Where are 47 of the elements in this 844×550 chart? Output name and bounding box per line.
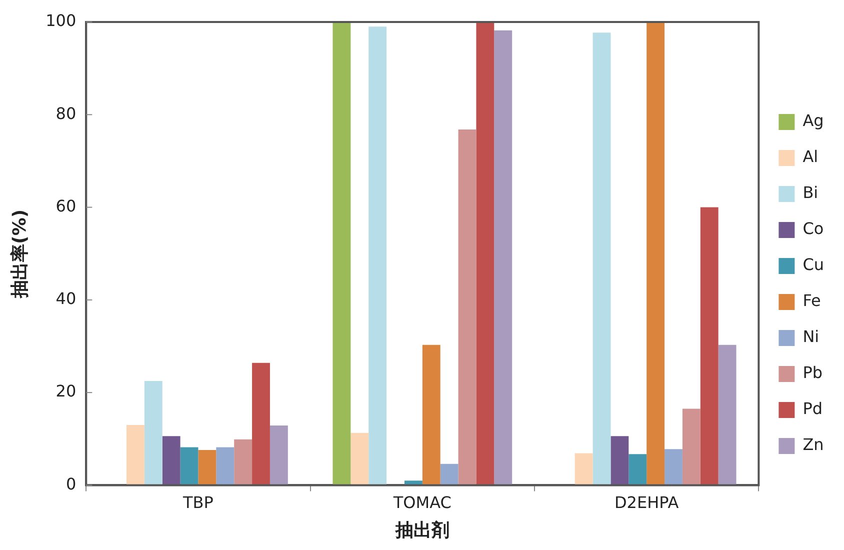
bar: [126, 424, 144, 485]
x-axis-title: 抽出剤: [394, 520, 450, 541]
y-tick-label: 0: [66, 474, 76, 494]
bar: [368, 26, 387, 485]
legend-label: Cu: [802, 255, 824, 274]
x-tick-label: TOMAC: [392, 492, 452, 512]
bar: [198, 450, 216, 485]
legend-label: Ag: [802, 111, 824, 130]
bar: [422, 344, 440, 485]
bar: [718, 344, 736, 485]
bar: [664, 449, 682, 485]
y-tick-label: 20: [56, 382, 76, 401]
bar: [646, 22, 665, 485]
legend-label: Al: [802, 147, 818, 166]
legend-label: Pd: [802, 399, 822, 418]
y-tick-label: 80: [56, 104, 76, 123]
bar: [270, 425, 288, 485]
bar: [494, 30, 512, 485]
bar: [162, 436, 180, 485]
bar: [610, 436, 629, 485]
legend-label: Bi: [802, 183, 818, 202]
y-tick-label: 100: [46, 11, 76, 30]
bar: [592, 32, 611, 485]
bar: [628, 454, 647, 485]
legend-label: Zn: [802, 435, 824, 454]
bar: [682, 408, 700, 485]
legend-label: Ni: [802, 327, 820, 346]
bar: [458, 129, 476, 485]
bar: [252, 362, 270, 485]
y-axis-title: 抽出率(%): [9, 209, 30, 299]
legend-label: Fe: [802, 291, 821, 310]
y-tick-label: 60: [56, 196, 76, 216]
legend-label: Pb: [802, 363, 822, 382]
bar: [234, 439, 252, 485]
bar: [574, 453, 593, 485]
bar: [216, 447, 234, 485]
x-tick-label: D2EHPA: [614, 492, 679, 512]
x-tick-label: TBP: [182, 492, 214, 512]
y-tick-label: 40: [56, 289, 76, 308]
bar: [350, 432, 369, 485]
bar: [476, 22, 494, 485]
bar: [332, 22, 351, 485]
bar: [144, 380, 162, 485]
bar: [180, 447, 198, 485]
bar: [440, 464, 458, 485]
legend-label: Co: [802, 219, 824, 238]
bar: [700, 207, 718, 485]
